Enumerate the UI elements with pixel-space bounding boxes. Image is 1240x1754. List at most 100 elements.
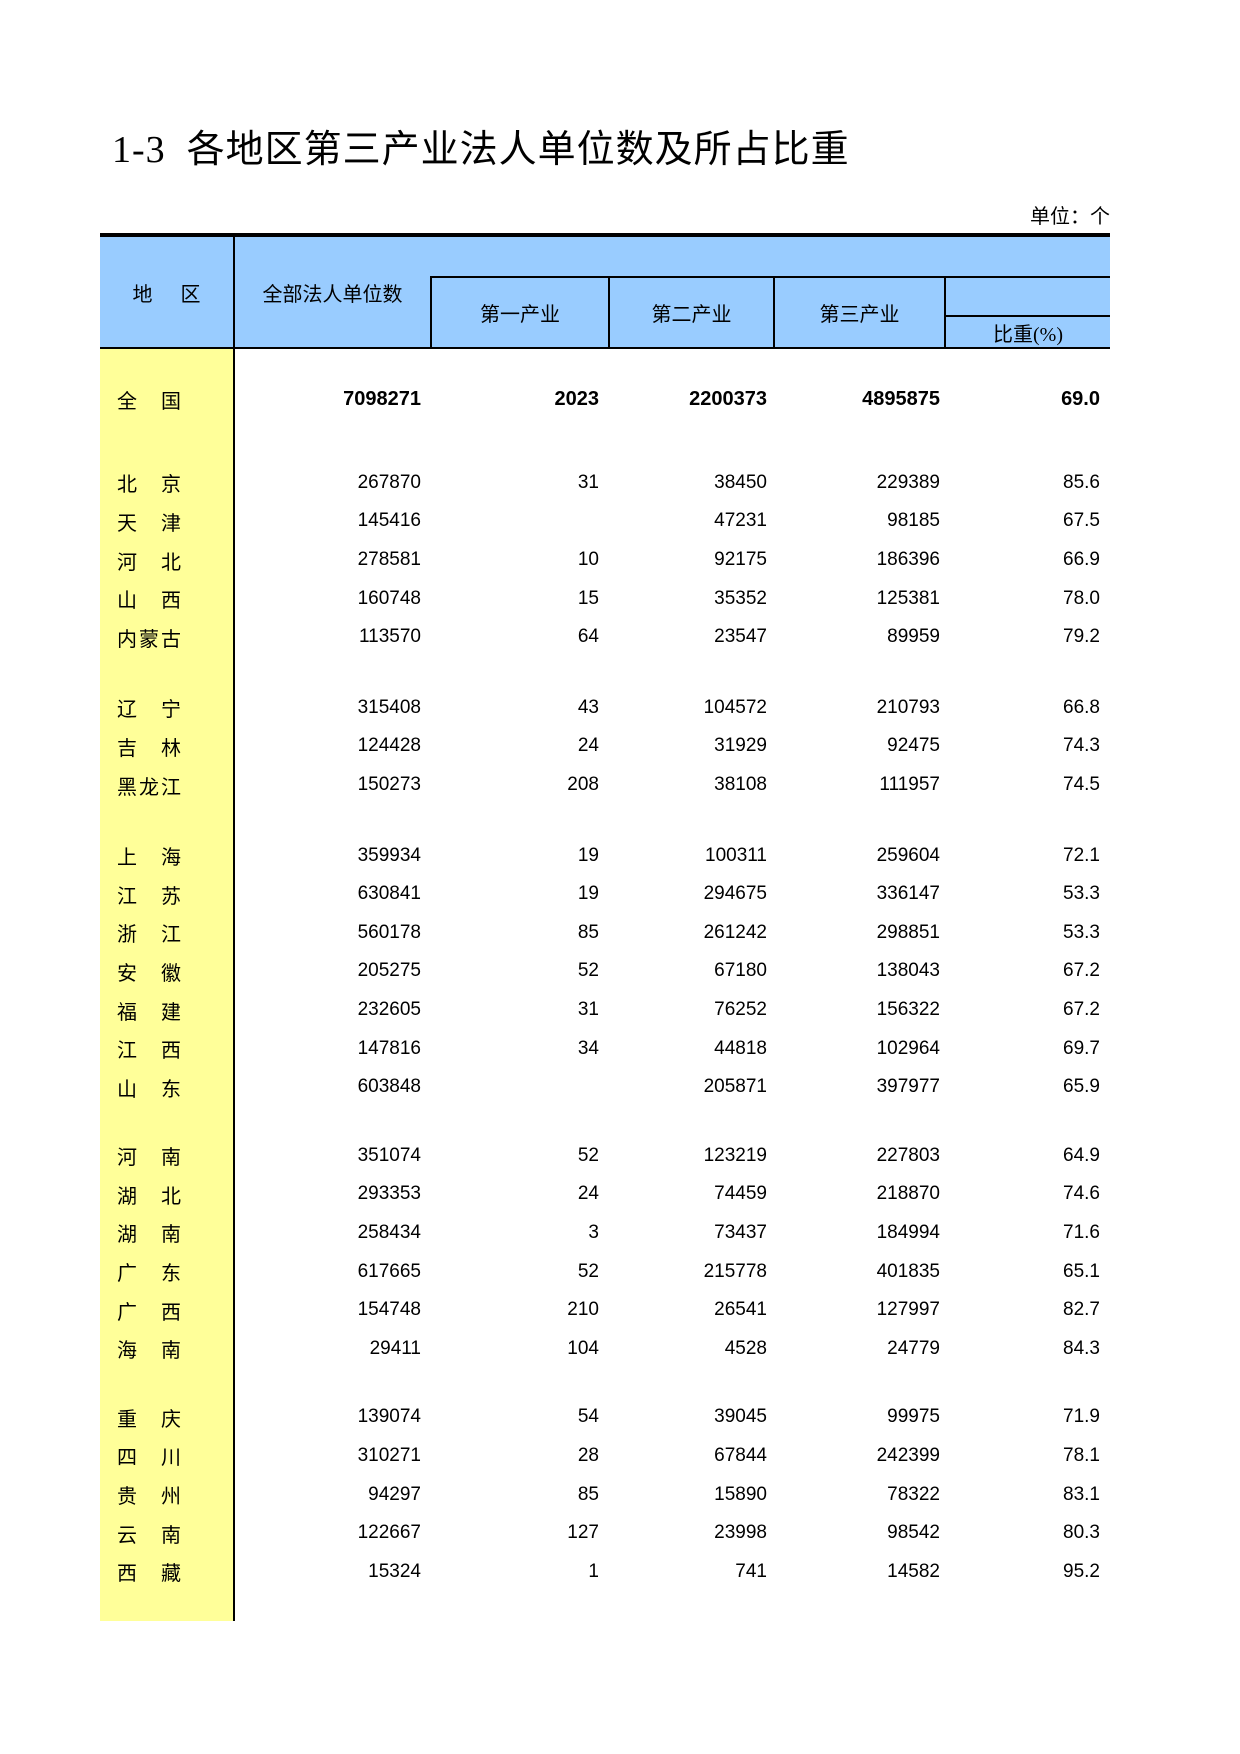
- table-row: 广东 617665 52 215778 401835 65.1: [100, 1252, 1110, 1291]
- region-name-cell: 广西: [117, 1301, 181, 1324]
- secondary-industry-cell: 74459: [714, 1183, 767, 1205]
- total-units-cell: 150273: [357, 774, 421, 796]
- primary-industry-cell: 52: [577, 960, 599, 982]
- row-group: 北京 267870 31 38450 229389 85.6 天津 145416 47231 98…: [100, 464, 1110, 657]
- table-row: 内蒙古 113570 64 23547 89959 79.2: [100, 618, 1110, 657]
- tertiary-share-header-area: 比重(%): [944, 278, 1110, 347]
- share-percent-cell: 71.9: [1063, 1406, 1100, 1428]
- tertiary-industry-cell: 184994: [876, 1221, 940, 1243]
- tertiary-industry-cell: 229389: [876, 471, 940, 493]
- share-percent-cell: 53.3: [1063, 921, 1100, 943]
- tertiary-industry-cell: 227803: [876, 1144, 940, 1166]
- share-percent-cell: 82.7: [1063, 1299, 1100, 1321]
- secondary-industry-cell: 205871: [703, 1076, 767, 1098]
- total-units-cell: 258434: [357, 1221, 421, 1243]
- row-group: 重庆 139074 54 39045 99975 71.9 四川 310271 28 67844 2…: [100, 1398, 1110, 1591]
- region-name-cell: 江西: [117, 1040, 181, 1063]
- table-row: 天津 145416 47231 98185 67.5: [100, 502, 1110, 541]
- row-group: 辽宁 315408 43 104572 210793 66.8 吉林 124428 24 3192…: [100, 689, 1110, 805]
- region-name-cell: 江苏: [117, 885, 181, 908]
- tertiary-industry-cell: 14582: [887, 1560, 940, 1582]
- table-row: 全国 7098271 2023 2200373 4895875 69.0: [100, 380, 1110, 419]
- tertiary-industry-cell: 242399: [876, 1444, 940, 1466]
- primary-industry-cell: 19: [577, 883, 599, 905]
- primary-industry-cell: 2023: [554, 387, 600, 410]
- share-percent-cell: 78.1: [1063, 1444, 1100, 1466]
- table-row: 云南 122667 127 23998 98542 80.3: [100, 1514, 1110, 1553]
- secondary-industry-cell: 73437: [714, 1221, 767, 1243]
- region-name-cell: 安徽: [117, 962, 181, 985]
- secondary-industry-cell: 100311: [705, 844, 767, 866]
- table-row: 浙江 560178 85 261242 298851 53.3: [100, 914, 1110, 953]
- tertiary-industry-cell: 78322: [887, 1483, 940, 1505]
- tertiary-industry-cell: 397977: [876, 1076, 940, 1098]
- secondary-industry-cell: 2200373: [689, 387, 767, 410]
- region-name-cell: 云南: [117, 1524, 181, 1547]
- total-units-cell: 124428: [357, 735, 421, 757]
- secondary-industry-cell: 23547: [714, 626, 767, 648]
- tertiary-industry-cell: 111957: [879, 774, 940, 796]
- row-group: 全国 7098271 2023 2200373 4895875 69.0: [100, 380, 1110, 419]
- share-percent-cell: 69.0: [1061, 387, 1100, 410]
- table-row: 河南 351074 52 123219 227803 64.9: [100, 1137, 1110, 1176]
- page-title: 1-3 各地区第三产业法人单位数及所占比重: [112, 129, 850, 171]
- secondary-industry-cell: 294675: [703, 883, 767, 905]
- region-name-cell: 贵州: [117, 1486, 181, 1509]
- secondary-industry-cell: 38108: [714, 774, 767, 796]
- secondary-industry-cell: 76252: [714, 999, 767, 1021]
- primary-industry-cell: 85: [577, 921, 599, 943]
- total-units-cell: 94297: [368, 1483, 421, 1505]
- table-row: 河北 278581 10 92175 186396 66.9: [100, 541, 1110, 580]
- primary-industry-cell: 54: [577, 1406, 599, 1428]
- primary-industry-cell: 52: [577, 1260, 599, 1282]
- table-row: 四川 310271 28 67844 242399 78.1: [100, 1437, 1110, 1476]
- tertiary-industry-cell: 99975: [887, 1406, 940, 1428]
- share-percent-cell: 74.3: [1063, 735, 1100, 757]
- total-units-cell: 113570: [359, 626, 421, 648]
- primary-industry-cell: 208: [567, 774, 599, 796]
- share-percent-cell: 67.5: [1063, 510, 1100, 532]
- row-group: 河南 351074 52 123219 227803 64.9 湖北 293353 24 7445…: [100, 1137, 1110, 1369]
- primary-industry-cell: 31: [577, 999, 599, 1021]
- primary-industry-cell: 3: [588, 1221, 599, 1243]
- secondary-industry-cell: 67844: [714, 1444, 767, 1466]
- primary-industry-cell: 24: [577, 1183, 599, 1205]
- unit-note: 单位：个: [1030, 206, 1110, 228]
- region-name-cell: 海南: [117, 1340, 181, 1363]
- secondary-industry-cell: 47231: [714, 510, 767, 532]
- tertiary-industry-cell: 138043: [876, 960, 940, 982]
- column-header-secondary-industry: 第二产业: [608, 278, 773, 347]
- total-units-cell: 560178: [357, 921, 421, 943]
- table-row: 安徽 205275 52 67180 138043 67.2: [100, 952, 1110, 991]
- region-name-cell: 湖南: [117, 1224, 181, 1247]
- tertiary-industry-cell: 186396: [876, 549, 940, 571]
- secondary-industry-cell: 23998: [714, 1522, 767, 1544]
- primary-industry-cell: 127: [567, 1522, 599, 1544]
- primary-industry-cell: 85: [577, 1483, 599, 1505]
- total-units-cell: 205275: [357, 960, 421, 982]
- share-percent-cell: 69.7: [1063, 1037, 1100, 1059]
- tertiary-industry-cell: 210793: [876, 696, 940, 718]
- column-header-tertiary-industry: 第三产业: [773, 278, 944, 347]
- table-header: 地区 全部法人单位数 第一产业 第二产业 第三产业 比重(%): [100, 237, 1110, 349]
- primary-industry-cell: 34: [577, 1037, 599, 1059]
- table-row: 黑龙江 150273 208 38108 111957 74.5: [100, 766, 1110, 805]
- tertiary-industry-cell: 4895875: [862, 387, 940, 410]
- total-units-cell: 160748: [357, 587, 421, 609]
- total-units-cell: 603848: [357, 1076, 421, 1098]
- secondary-industry-cell: 4528: [724, 1337, 767, 1359]
- region-name-cell: 辽宁: [117, 699, 181, 722]
- primary-industry-cell: 43: [577, 696, 599, 718]
- secondary-industry-cell: 39045: [714, 1406, 767, 1428]
- table-top-rule: [100, 233, 1110, 237]
- region-name-cell: 内蒙古: [117, 628, 181, 651]
- region-name-cell: 山西: [117, 590, 181, 613]
- region-name-cell: 天津: [117, 512, 181, 535]
- region-name-cell: 上海: [117, 847, 181, 870]
- share-percent-cell: 78.0: [1063, 587, 1100, 609]
- primary-industry-cell: 31: [577, 471, 599, 493]
- table-row: 福建 232605 31 76252 156322 67.2: [100, 991, 1110, 1030]
- secondary-industry-cell: 26541: [714, 1299, 767, 1321]
- secondary-industry-cell: 104572: [703, 696, 767, 718]
- tertiary-industry-cell: 127997: [876, 1299, 940, 1321]
